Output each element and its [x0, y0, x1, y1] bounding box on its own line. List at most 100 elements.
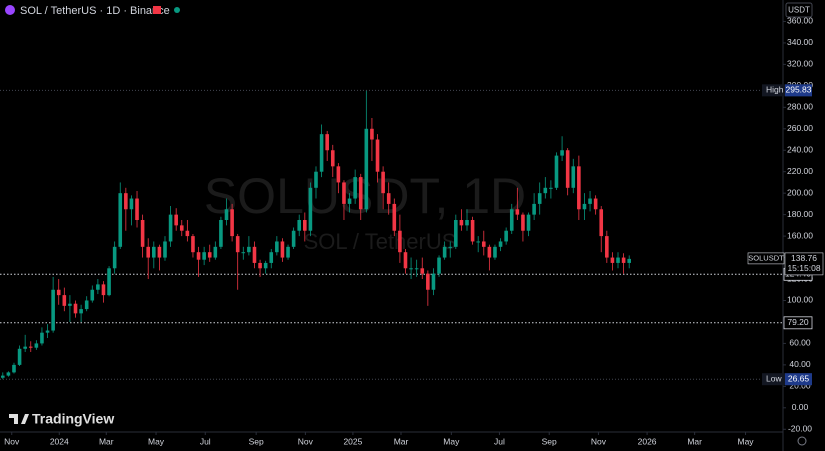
symbol-title[interactable]: SOL / TetherUS · 1D · Binance — [20, 5, 170, 17]
y-tick-label: 0.00 — [792, 402, 809, 412]
symbol-icon[interactable] — [5, 5, 15, 15]
candle-body — [599, 209, 604, 237]
currency-label[interactable]: USDT — [788, 6, 810, 15]
candle-body — [0, 375, 5, 378]
currency-button[interactable] — [785, 2, 813, 18]
candle-body — [493, 246, 497, 258]
candle-body — [191, 236, 195, 253]
candle-body — [235, 236, 240, 253]
candle-body — [621, 257, 626, 263]
candle-body — [101, 284, 106, 296]
candle-body — [196, 252, 201, 260]
candle-body — [51, 289, 55, 331]
x-tick-label: Mar — [687, 436, 702, 446]
y-tick-label: 40.00 — [789, 359, 811, 369]
candle-body — [521, 214, 525, 231]
hl-tag-name: Low — [766, 373, 782, 383]
y-tick-label: 240.00 — [787, 144, 813, 154]
candle-body — [353, 177, 357, 199]
candle-body — [532, 203, 536, 215]
candle-body — [431, 273, 436, 290]
candle-body — [392, 203, 397, 231]
candle-body — [241, 252, 246, 254]
candle-body — [112, 246, 117, 269]
logo[interactable]: TradingView — [9, 411, 114, 427]
candle-body — [319, 134, 324, 172]
x-tick-label: Sep — [542, 436, 557, 446]
candle-body — [571, 166, 576, 188]
level-tag — [783, 316, 813, 330]
candle-body — [414, 268, 419, 270]
candle-body — [230, 209, 234, 237]
candle-body — [398, 230, 402, 253]
candle-body — [90, 289, 95, 301]
hl-tag-box — [785, 373, 812, 386]
candle-body — [152, 246, 156, 258]
x-tick-label: Sep — [249, 436, 264, 446]
candle-body — [179, 225, 184, 231]
candle-body — [62, 295, 67, 306]
candle-body — [426, 273, 430, 290]
flag-icon[interactable] — [153, 6, 161, 14]
x-tick-label: Nov — [4, 436, 20, 446]
candle-body — [375, 139, 380, 172]
y-tick-label: 340.00 — [787, 37, 813, 47]
candle-body — [6, 372, 11, 376]
candle-body — [12, 364, 16, 373]
candle-body — [129, 198, 134, 210]
y-tick-label: 160.00 — [787, 230, 813, 240]
candle-body — [135, 198, 139, 220]
candle-body — [420, 268, 425, 274]
x-tick-label: May — [443, 436, 460, 446]
candle-body — [470, 220, 475, 242]
y-tick-label: 100.00 — [787, 295, 813, 305]
candle-body — [465, 220, 469, 226]
status-dot — [174, 7, 180, 13]
candle-body — [342, 182, 346, 204]
candle-body — [549, 187, 553, 189]
candle-body — [174, 214, 178, 226]
candle-body — [303, 220, 307, 231]
settings-icon[interactable] — [797, 436, 807, 446]
candle-body — [605, 236, 609, 258]
price-tag: 138.76 — [791, 253, 817, 263]
watermark-sub: SOL / TetherUS — [304, 229, 457, 254]
y-tick-label: 320.00 — [787, 59, 813, 69]
candle-body — [73, 303, 78, 314]
x-tick-label: Nov — [591, 436, 607, 446]
candle-body — [124, 193, 128, 210]
y-tick-label: 180.00 — [787, 209, 813, 219]
candle-body — [370, 128, 374, 140]
candle-body — [163, 241, 167, 258]
candle-body — [588, 198, 592, 204]
hl-tag-box — [785, 84, 812, 97]
candle-body — [526, 214, 531, 231]
x-tick-label: Mar — [394, 436, 409, 446]
x-tick-label: 2024 — [50, 436, 69, 446]
candle-body — [96, 284, 100, 290]
candle-body — [409, 268, 413, 270]
candle-body — [543, 187, 548, 194]
candle-body — [269, 252, 274, 263]
candle-body — [560, 150, 564, 156]
x-tick-label: Jul — [494, 436, 505, 446]
y-tick-label: 260.00 — [787, 123, 813, 133]
candle-body — [442, 246, 447, 258]
logo-mark — [9, 414, 29, 424]
symbol-tag-bg — [747, 252, 785, 265]
y-tick-label: -20.00 — [788, 424, 812, 434]
candle-body — [610, 257, 615, 263]
y-tick-label: 280.00 — [787, 102, 813, 112]
candle-body — [314, 171, 318, 188]
candle-body — [213, 246, 218, 258]
candle-body — [627, 258, 631, 263]
candle-body — [40, 332, 44, 344]
candle-body — [364, 128, 369, 210]
candle-body — [291, 230, 296, 247]
candle-body — [219, 220, 223, 247]
candle-body — [459, 220, 464, 226]
candle-body — [84, 300, 89, 310]
candle-body — [56, 289, 61, 296]
candle-body — [582, 203, 587, 210]
